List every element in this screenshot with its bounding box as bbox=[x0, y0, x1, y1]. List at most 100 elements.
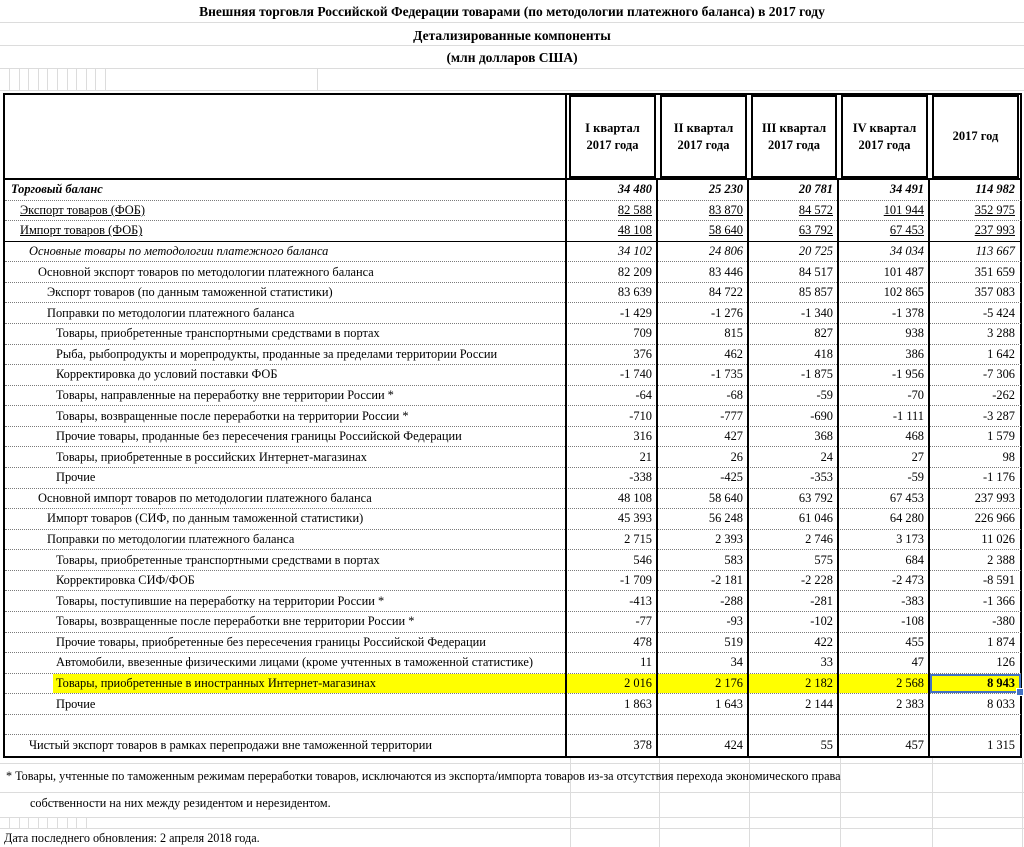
cell-value[interactable]: 3 173 bbox=[896, 531, 924, 546]
cell-label[interactable]: Прочие bbox=[56, 470, 96, 485]
cell-label[interactable]: Прочие bbox=[56, 696, 96, 711]
cell-value[interactable]: 386 bbox=[905, 346, 924, 361]
cell-label[interactable]: Основной импорт товаров по методологии п… bbox=[38, 490, 372, 505]
cell-label[interactable]: Товары, приобретенные в российских Интер… bbox=[56, 449, 367, 464]
cell-value[interactable]: 63 792 bbox=[798, 223, 833, 238]
cell-label[interactable]: Поправки по методологии платежного балан… bbox=[47, 305, 295, 320]
cell-value[interactable]: 427 bbox=[724, 429, 743, 444]
cell-value[interactable]: 84 517 bbox=[798, 264, 833, 279]
cell-value[interactable]: 468 bbox=[905, 429, 924, 444]
cell-value[interactable]: -93 bbox=[726, 614, 743, 629]
cell-value[interactable]: -690 bbox=[810, 408, 833, 423]
cell-label[interactable] bbox=[5, 715, 567, 735]
cell-label[interactable]: Товары, поступившие на переработку на те… bbox=[56, 593, 385, 608]
cell-value[interactable]: 102 865 bbox=[883, 285, 924, 300]
cell-value[interactable]: 8 033 bbox=[987, 696, 1015, 711]
cell-value[interactable]: 113 667 bbox=[975, 243, 1015, 258]
cell-value[interactable]: -68 bbox=[726, 387, 743, 402]
cell-value[interactable]: -1 735 bbox=[710, 367, 743, 382]
cell-value[interactable] bbox=[930, 715, 1021, 735]
cell-value[interactable]: 85 857 bbox=[798, 285, 833, 300]
cell-value[interactable]: 3 288 bbox=[987, 326, 1015, 341]
cell-label[interactable]: Экспорт товаров (по данным таможенной ст… bbox=[47, 285, 333, 300]
cell-value[interactable]: -1 378 bbox=[891, 305, 924, 320]
cell-value[interactable]: -777 bbox=[720, 408, 743, 423]
cell-value[interactable]: 2 388 bbox=[987, 552, 1015, 567]
cell-value[interactable]: -2 228 bbox=[800, 573, 833, 588]
cell-value[interactable]: 34 480 bbox=[617, 182, 652, 197]
cell-value[interactable]: 457 bbox=[905, 738, 924, 753]
cell-value[interactable]: -8 591 bbox=[982, 573, 1015, 588]
cell-label[interactable]: Торговый баланс bbox=[11, 182, 103, 197]
cell-value[interactable]: 455 bbox=[905, 634, 924, 649]
cell-value[interactable]: 2 393 bbox=[715, 531, 743, 546]
cell-value[interactable]: 546 bbox=[633, 552, 652, 567]
cell-value[interactable]: 378 bbox=[633, 738, 652, 753]
column-header[interactable]: I квартал 2017 года bbox=[569, 95, 656, 178]
cell-value[interactable]: 237 993 bbox=[974, 223, 1015, 238]
cell-label[interactable]: Товары, возвращенные после переработки н… bbox=[56, 408, 409, 423]
cell-value[interactable]: -7 306 bbox=[982, 367, 1015, 382]
cell-value[interactable]: 26 bbox=[730, 449, 743, 464]
cell-label[interactable]: Автомобили, ввезенные физическими лицами… bbox=[56, 655, 533, 670]
cell-value[interactable]: 34 491 bbox=[889, 182, 924, 197]
cell-value[interactable]: 61 046 bbox=[798, 511, 833, 526]
cell-value[interactable]: 21 bbox=[639, 449, 652, 464]
cell-value[interactable]: 2 383 bbox=[896, 696, 924, 711]
cell-value[interactable]: -1 276 bbox=[710, 305, 743, 320]
cell-value[interactable]: -262 bbox=[992, 387, 1015, 402]
cell-value[interactable]: -64 bbox=[635, 387, 652, 402]
cell-value[interactable]: 84 572 bbox=[798, 202, 833, 217]
cell-value[interactable]: 519 bbox=[724, 634, 743, 649]
cell-value[interactable]: -2 473 bbox=[891, 573, 924, 588]
cell-value[interactable]: 352 975 bbox=[974, 202, 1015, 217]
fill-handle[interactable] bbox=[1016, 688, 1024, 697]
cell-value[interactable]: -1 740 bbox=[619, 367, 652, 382]
cell-value[interactable]: -383 bbox=[901, 593, 924, 608]
cell-value[interactable]: 27 bbox=[911, 449, 924, 464]
cell-value[interactable]: -338 bbox=[629, 470, 652, 485]
cell-value[interactable]: -353 bbox=[810, 470, 833, 485]
cell-value[interactable]: 2 746 bbox=[805, 531, 833, 546]
cell-label[interactable]: Товары, возвращенные после переработки в… bbox=[56, 614, 415, 629]
cell-value[interactable]: 83 639 bbox=[617, 285, 652, 300]
cell-value[interactable]: 48 108 bbox=[617, 223, 652, 238]
cell-value[interactable]: -1 429 bbox=[619, 305, 652, 320]
cell-value[interactable]: 2 016 bbox=[567, 673, 658, 694]
cell-value[interactable]: -77 bbox=[635, 614, 652, 629]
cell-value[interactable]: -710 bbox=[629, 408, 652, 423]
cell-value[interactable]: 24 bbox=[820, 449, 833, 464]
cell-value[interactable]: 418 bbox=[814, 346, 833, 361]
cell-value[interactable]: 11 026 bbox=[981, 531, 1015, 546]
cell-value[interactable]: 316 bbox=[633, 429, 652, 444]
cell-value[interactable]: -59 bbox=[816, 387, 833, 402]
cell-value[interactable]: -2 181 bbox=[710, 573, 743, 588]
cell-value[interactable]: 82 209 bbox=[617, 264, 652, 279]
cell-value[interactable]: 1 315 bbox=[987, 738, 1015, 753]
cell-value[interactable]: 424 bbox=[724, 738, 743, 753]
cell-value[interactable]: 63 792 bbox=[798, 490, 833, 505]
cell-label[interactable]: Чистый экспорт товаров в рамках перепрод… bbox=[29, 738, 433, 753]
cell-value[interactable]: 20 781 bbox=[798, 182, 833, 197]
cell-value[interactable]: 237 993 bbox=[974, 490, 1015, 505]
cell-value[interactable]: -1 111 bbox=[892, 408, 924, 423]
cell-value[interactable]: 357 083 bbox=[974, 285, 1015, 300]
cell-value[interactable]: 684 bbox=[905, 552, 924, 567]
cell-value[interactable]: 478 bbox=[633, 634, 652, 649]
cell-value[interactable]: 83 870 bbox=[708, 202, 743, 217]
header-label-cell[interactable] bbox=[5, 95, 567, 178]
cell-value[interactable]: 815 bbox=[724, 326, 743, 341]
cell-label[interactable]: Импорт товаров (СИФ, по данным таможенно… bbox=[47, 511, 364, 526]
cell-value[interactable]: -425 bbox=[720, 470, 743, 485]
cell-value[interactable]: 34 bbox=[730, 655, 743, 670]
cell-value[interactable]: 67 453 bbox=[889, 490, 924, 505]
cell-value[interactable]: 126 bbox=[996, 655, 1015, 670]
cell-value[interactable]: 2 144 bbox=[805, 696, 833, 711]
cell-value[interactable]: 67 453 bbox=[889, 223, 924, 238]
cell-value[interactable] bbox=[749, 715, 839, 735]
cell-label[interactable]: Экспорт товаров (ФОБ) bbox=[20, 202, 145, 217]
cell-value[interactable]: 575 bbox=[814, 552, 833, 567]
cell-value[interactable]: -1 956 bbox=[891, 367, 924, 382]
cell-value[interactable]: -413 bbox=[629, 593, 652, 608]
cell-value[interactable]: -281 bbox=[810, 593, 833, 608]
